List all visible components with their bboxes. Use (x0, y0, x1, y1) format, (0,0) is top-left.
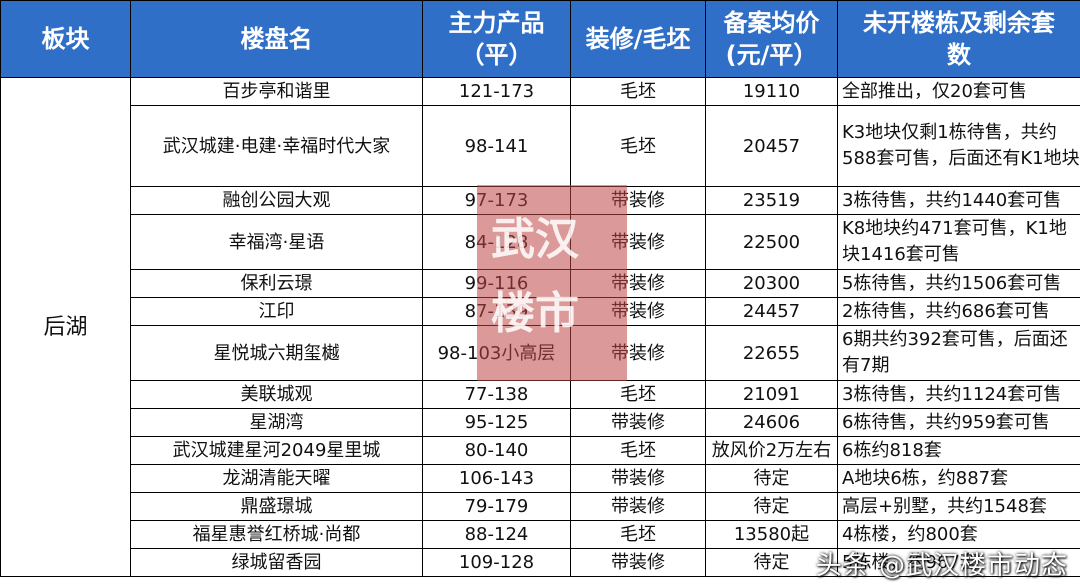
project-name: 星湖湾 (130, 408, 423, 437)
header-product-line2: （平） (460, 41, 533, 69)
product-size: 79-179 (422, 492, 571, 521)
product-size: 106-143 (422, 464, 571, 493)
header-product: 主力产品 （平） (422, 0, 571, 78)
decoration-type: 带装修 (570, 325, 706, 381)
project-name: 福星惠誉红桥城·尚都 (130, 520, 423, 549)
remaining-status: 全部推出，仅20套可售 (837, 77, 1080, 106)
avg-price: 23519 (705, 186, 838, 215)
table-row: 绿城留香园 109-128 带装修 待定 5栋楼，约967套 (1, 548, 1080, 577)
table-row: 鼎盛璟城 79-179 带装修 待定 高层+别墅，共约1548套 (1, 492, 1080, 521)
table-row: 后湖 百步亭和谐里 121-173 毛坯 19110 全部推出，仅20套可售 (0, 77, 1080, 577)
decoration-type: 带装修 (570, 297, 706, 326)
project-name: 保利云璟 (130, 269, 423, 298)
project-name: 龙湖清能天曜 (130, 464, 423, 493)
avg-price: 22655 (705, 325, 838, 381)
product-size: 121-173 (422, 77, 571, 106)
product-size: 87-139 (422, 297, 571, 326)
header-status: 未开楼栋及剩余套 数 (837, 0, 1080, 78)
remaining-status: 2栋待售，共约686套可售 (837, 297, 1080, 326)
table-row: 融创公园大观 97-173 带装修 23519 3栋待售，共约1440套可售 (1, 186, 1080, 215)
remaining-status: 3栋待售，共约1124套可售 (837, 380, 1080, 409)
table-row: 武汉城建·电建·幸福时代大家 98-141 毛坯 20457 K3地块仅剩1栋待… (1, 105, 1080, 187)
table-row: 保利云璟 99-116 带装修 20300 5栋待售，共约1506套可售 (1, 269, 1080, 298)
avg-price: 20457 (705, 105, 838, 187)
decoration-type: 带装修 (570, 214, 706, 270)
decoration-type: 带装修 (570, 464, 706, 493)
decoration-type: 毛坯 (570, 436, 706, 465)
decoration-type: 毛坯 (570, 520, 706, 549)
project-name: 武汉城建星河2049星里城 (130, 436, 423, 465)
project-name: 鼎盛璟城 (130, 492, 423, 521)
project-name: 美联城观 (130, 380, 423, 409)
header-product-line1: 主力产品 (448, 9, 545, 37)
project-name: 星悦城六期玺樾 (130, 325, 423, 381)
remaining-status: 3栋待售，共约1440套可售 (837, 186, 1080, 215)
header-row: 板块 楼盘名 主力产品 （平） 装修/毛坯 备案均价 (元/平） 未开楼栋及剩余… (0, 0, 1080, 78)
product-size: 97-173 (422, 186, 571, 215)
table-row: 幸福湾·星语 84-128 带装修 22500 K8地块约471套可售，K1地块… (1, 214, 1080, 270)
remaining-status: 5栋楼，约967套 (837, 548, 1080, 577)
remaining-status: A地块6栋，约887套 (837, 464, 1080, 493)
project-name: 武汉城建·电建·幸福时代大家 (130, 105, 423, 187)
remaining-status: K3地块仅剩1栋待售，共约588套可售，后面还有K1地块 (837, 105, 1080, 187)
product-size: 95-125 (422, 408, 571, 437)
table-row: 龙湖清能天曜 106-143 带装修 待定 A地块6栋，约887套 (1, 464, 1080, 493)
avg-price: 21091 (705, 380, 838, 409)
decoration-type: 毛坯 (570, 77, 706, 106)
product-size: 80-140 (422, 436, 571, 465)
product-size: 98-141 (422, 105, 571, 187)
decoration-type: 带装修 (570, 408, 706, 437)
product-size: 77-138 (422, 380, 571, 409)
header-project: 楼盘名 (130, 0, 423, 78)
avg-price: 24457 (705, 297, 838, 326)
remaining-status: 4栋楼，约800套 (837, 520, 1080, 549)
avg-price: 13580起 (705, 520, 838, 549)
decoration-type: 带装修 (570, 186, 706, 215)
decoration-type: 带装修 (570, 269, 706, 298)
product-size: 84-128 (422, 214, 571, 270)
avg-price: 20300 (705, 269, 838, 298)
remaining-status: 5栋待售，共约1506套可售 (837, 269, 1080, 298)
header-status-line2: 数 (947, 41, 971, 69)
table-row: 福星惠誉红桥城·尚都 88-124 毛坯 13580起 4栋楼，约800套 (1, 520, 1080, 549)
avg-price: 24606 (705, 408, 838, 437)
header-status-line1: 未开楼栋及剩余套 (863, 9, 1055, 37)
table-row: 星悦城六期玺樾 98-103小高层 带装修 22655 6期共约392套可售，后… (1, 325, 1080, 381)
avg-price: 放风价2万左右 (705, 436, 838, 465)
avg-price: 19110 (705, 77, 838, 106)
product-size: 99-116 (422, 269, 571, 298)
table-row: 美联城观 77-138 毛坯 21091 3栋待售，共约1124套可售 (1, 380, 1080, 409)
header-decoration: 装修/毛坯 (570, 0, 706, 78)
project-name: 江印 (130, 297, 423, 326)
header-price-line1: 备案均价 (723, 9, 820, 37)
header-price-line2: (元/平） (725, 41, 818, 69)
avg-price: 待定 (705, 548, 838, 577)
product-size: 88-124 (422, 520, 571, 549)
region-cell: 后湖 (0, 77, 131, 577)
project-name: 绿城留香园 (130, 548, 423, 577)
table-row: 星湖湾 95-125 带装修 24606 6栋待售，共约959套可售 (1, 408, 1080, 437)
remaining-status: 高层+别墅，共约1548套 (837, 492, 1080, 521)
remaining-status: 6期共约392套可售，后面还有7期 (837, 325, 1080, 381)
decoration-type: 毛坯 (570, 105, 706, 187)
header-price: 备案均价 (元/平） (705, 0, 838, 78)
decoration-type: 带装修 (570, 492, 706, 521)
project-name: 融创公园大观 (130, 186, 423, 215)
header-region: 板块 (0, 0, 131, 78)
remaining-status: 6栋约818套 (837, 436, 1080, 465)
remaining-status: 6栋待售，共约959套可售 (837, 408, 1080, 437)
decoration-type: 毛坯 (570, 380, 706, 409)
table-row: 武汉城建星河2049星里城 80-140 毛坯 放风价2万左右 6栋约818套 (1, 436, 1080, 465)
product-size: 109-128 (422, 548, 571, 577)
avg-price: 待定 (705, 492, 838, 521)
table-row: 江印 87-139 带装修 24457 2栋待售，共约686套可售 (1, 297, 1080, 326)
decoration-type: 带装修 (570, 548, 706, 577)
project-name: 百步亭和谐里 (130, 77, 423, 106)
remaining-status: K8地块约471套可售，K1地块1416套可售 (837, 214, 1080, 270)
project-name: 幸福湾·星语 (130, 214, 423, 270)
product-size: 98-103小高层 (422, 325, 571, 381)
avg-price: 22500 (705, 214, 838, 270)
avg-price: 待定 (705, 464, 838, 493)
